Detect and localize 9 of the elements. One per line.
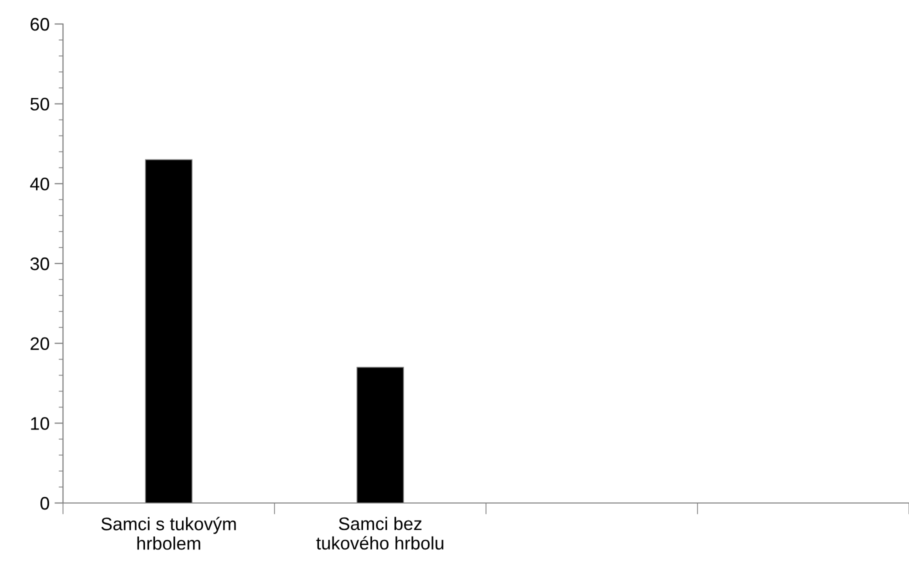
y-tick-label: 20 (30, 337, 50, 350)
y-tick-label: 50 (30, 98, 50, 111)
y-tick-label: 0 (40, 496, 50, 510)
y-tick-label: 10 (31, 417, 50, 430)
y-tick-label: 40 (30, 178, 50, 190)
y-tick-label: 60 (30, 18, 50, 31)
x-tick-label: Samci bez tukového hrbolu (316, 516, 444, 550)
y-tick-label: 30 (30, 257, 50, 270)
x-tick-label: Samci s tukovým hrbolem (101, 516, 236, 550)
